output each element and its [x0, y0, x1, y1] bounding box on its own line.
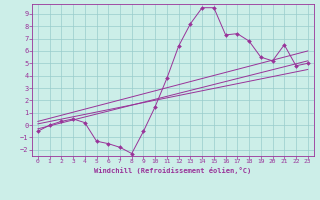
X-axis label: Windchill (Refroidissement éolien,°C): Windchill (Refroidissement éolien,°C): [94, 167, 252, 174]
